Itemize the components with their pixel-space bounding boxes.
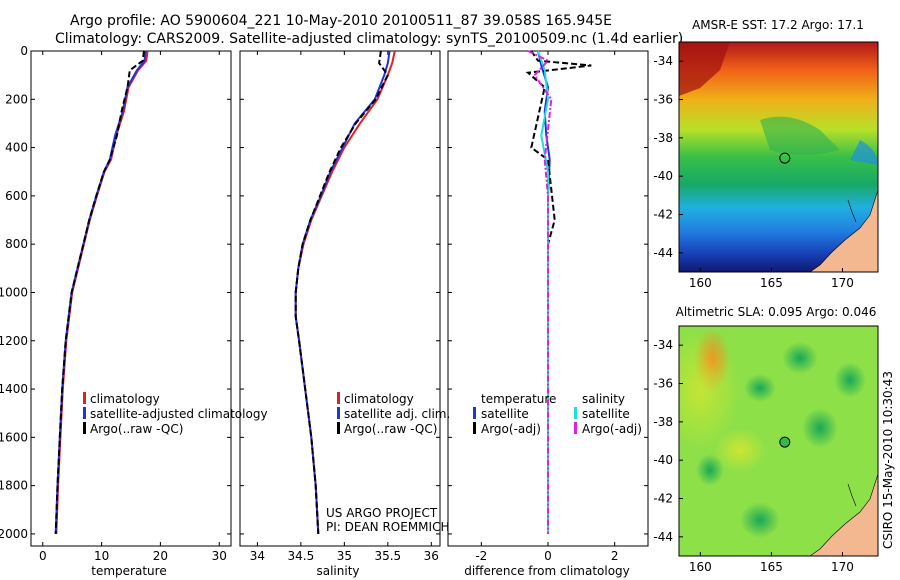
series-line-argo-raw-qc- — [294, 50, 389, 534]
coastline-land — [809, 189, 878, 272]
x-tick-label: 36 — [424, 549, 439, 563]
legend-header-temperature: temperature — [481, 392, 556, 406]
legend-swatch-temp-argo — [473, 422, 476, 434]
legend-swatch-argo — [83, 422, 86, 434]
sla-argo-location-marker — [779, 436, 791, 448]
y-tick-label: -34 — [653, 54, 673, 68]
x-tick-label: 170 — [831, 276, 854, 290]
figure-title-line1: Argo profile: AO 5900604_221 10-May-2010… — [70, 13, 612, 29]
legend-header-salinity: salinity — [582, 392, 625, 406]
difference-axes: -2 0 2 — [448, 50, 648, 563]
x-tick-label: 34.5 — [288, 549, 315, 563]
x-tick-label: 20 — [153, 549, 168, 563]
legend-label-sal-satellite: satellite — [582, 407, 630, 421]
y-tick-label: 2000 — [0, 527, 28, 541]
difference-legend: temperature salinity satellite Argo(-adj… — [473, 392, 642, 436]
x-tick-label: 30 — [212, 549, 227, 563]
x-tick-label: 165 — [760, 276, 783, 290]
x-tick-label: -2 — [475, 549, 487, 563]
salinity-series-group — [294, 50, 396, 534]
figure-title-line2: Climatology: CARS2009. Satellite-adjuste… — [55, 31, 683, 47]
sst-map-title: AMSR-E SST: 17.2 Argo: 17.1 — [692, 18, 864, 32]
sst-map-frame — [678, 41, 879, 273]
y-tick-label: -42 — [653, 492, 673, 506]
y-tick-label: -34 — [653, 338, 673, 352]
legend-swatch-satellite — [337, 407, 340, 419]
legend-label-temp-argo: Argo(-adj) — [481, 422, 541, 436]
x-tick-label: 165 — [760, 560, 783, 574]
timestamp-stamp: CSIRO 15-May-2010 10:30:43 — [881, 371, 895, 549]
y-tick-label: 400 — [5, 141, 28, 155]
legend-label-climatology: climatology — [90, 392, 160, 406]
temperature-legend: climatology satellite-adjusted climatolo… — [83, 392, 268, 436]
x-tick-label: 160 — [689, 560, 712, 574]
legend-swatch-sal-argo — [574, 422, 577, 434]
sla-map-title: Altimetric SLA: 0.095 Argo: 0.046 — [676, 305, 877, 319]
legend-label-climatology: climatology — [344, 392, 414, 406]
coastline-land — [809, 473, 878, 556]
x-tick-label: 34 — [250, 549, 265, 563]
sla-map-frame — [678, 325, 879, 557]
difference-xlabel: difference from climatology — [464, 564, 630, 578]
sla-map-axes: 160 165 170 -34 -36 -38 -40 -42 -44 — [653, 338, 854, 574]
y-tick-label: -40 — [653, 169, 673, 183]
y-tick-label: 600 — [5, 189, 28, 203]
y-tick-label: -42 — [653, 208, 673, 222]
legend-swatch-argo — [337, 422, 340, 434]
temperature-series-group — [54, 50, 149, 534]
legend-label-argo: Argo(..raw -QC) — [90, 422, 183, 436]
y-tick-label: -44 — [653, 246, 673, 260]
project-annotation-line2: PI: DEAN ROEMMICH — [326, 520, 449, 534]
sla-map-image — [679, 326, 878, 556]
y-tick-label: 1600 — [0, 430, 28, 444]
series-line-salinity-argo-adj- — [527, 50, 553, 534]
project-annotation-line1: US ARGO PROJECT — [326, 506, 438, 520]
temperature-plot-area — [30, 50, 232, 547]
x-tick-label: 160 — [689, 276, 712, 290]
y-tick-label: 1800 — [0, 479, 28, 493]
x-tick-label: 35.5 — [374, 549, 401, 563]
salinity-xlabel: salinity — [316, 564, 359, 578]
legend-label-temp-satellite: satellite — [481, 407, 529, 421]
y-tick-label: 800 — [5, 237, 28, 251]
y-tick-label: -44 — [653, 530, 673, 544]
x-tick-label: 0 — [544, 549, 552, 563]
series-line-argo-raw-qc- — [54, 50, 145, 534]
x-tick-label: 0 — [39, 549, 47, 563]
sst-argo-location-marker — [779, 152, 791, 164]
legend-label-sal-argo: Argo(-adj) — [582, 422, 642, 436]
temperature-axes: 0 10 20 30 0 200 400 600 800 1000 1200 1400 1600 1800… — [0, 44, 231, 563]
salinity-plot-area — [239, 50, 441, 547]
legend-label-satellite: satellite adj. clim. — [344, 407, 450, 421]
legend-swatch-sal-satellite — [574, 407, 577, 419]
sst-map-axes: 160 165 170 -34 -36 -38 -40 -42 -44 — [653, 54, 854, 290]
sst-map-image — [679, 42, 878, 272]
x-tick-label: 170 — [831, 560, 854, 574]
y-tick-label: 1000 — [0, 285, 28, 299]
legend-swatch-climatology — [337, 392, 340, 404]
difference-series-group — [525, 50, 592, 534]
salinity-axes: 34 34.5 35 35.5 36 — [240, 50, 440, 563]
y-tick-label: -38 — [653, 131, 673, 145]
legend-label-satellite: satellite-adjusted climatology — [90, 407, 268, 421]
y-tick-label: -36 — [653, 93, 673, 107]
legend-swatch-climatology — [83, 392, 86, 404]
y-tick-label: 1400 — [0, 382, 28, 396]
x-tick-label: 2 — [611, 549, 619, 563]
y-tick-label: -38 — [653, 415, 673, 429]
temperature-xlabel: temperature — [91, 564, 166, 578]
y-tick-label: -40 — [653, 453, 673, 467]
y-tick-label: 0 — [20, 44, 28, 58]
x-tick-label: 35 — [337, 549, 352, 563]
y-tick-label: 200 — [5, 92, 28, 106]
legend-label-argo: Argo(..raw -QC) — [344, 422, 437, 436]
y-tick-label: -36 — [653, 377, 673, 391]
x-tick-label: 10 — [94, 549, 109, 563]
salinity-legend: climatology satellite adj. clim. Argo(..… — [326, 392, 450, 534]
legend-swatch-temp-satellite — [473, 407, 476, 419]
y-tick-label: 1200 — [0, 334, 28, 348]
legend-swatch-satellite — [83, 407, 86, 419]
